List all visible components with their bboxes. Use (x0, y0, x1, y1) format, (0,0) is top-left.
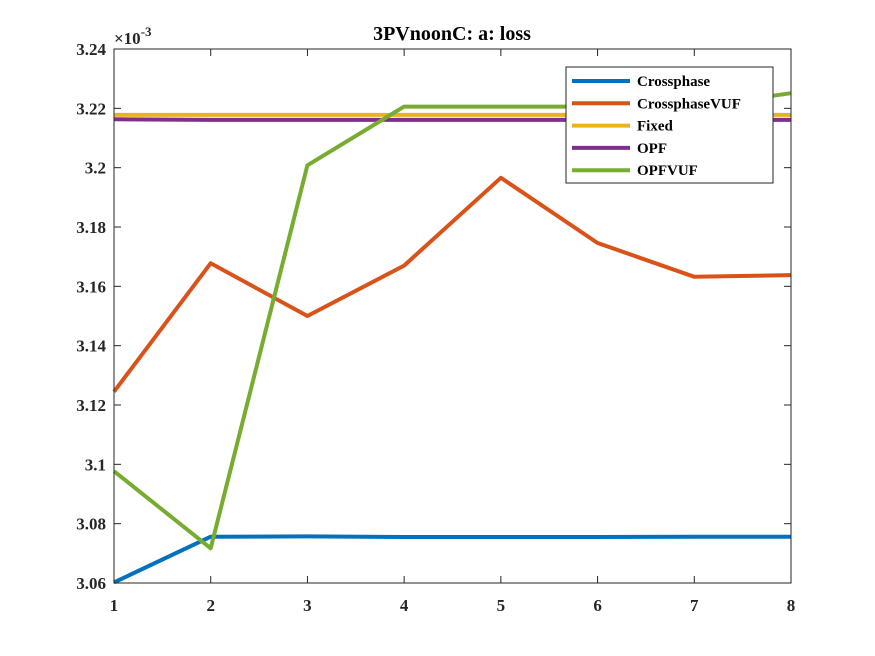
y-tick-label: 3.14 (76, 337, 106, 356)
legend: Crossphase CrossphaseVUF Fixed OPF OPFVUF (565, 66, 774, 184)
axes-box (113, 48, 792, 584)
y-tick-label: 3.1 (85, 455, 106, 474)
x-tick-label: 6 (593, 596, 602, 615)
y-tick-label: 3.06 (76, 574, 106, 593)
x-tick-label: 3 (303, 596, 312, 615)
y-tick-label: 3.12 (76, 396, 106, 415)
legend-label-opfvuf: OPFVUF (637, 163, 698, 179)
y-tick-label: 3.08 (76, 515, 106, 534)
y-tick-label: 3.22 (76, 99, 106, 118)
legend-label-opf: OPF (637, 141, 667, 157)
x-tick-label: 2 (206, 596, 215, 615)
x-tick-label: 1 (110, 596, 119, 615)
y-axis: 3.06 3.08 3.1 3.12 3.14 3.16 3.18 3.2 3.22 3.24 (76, 40, 791, 593)
legend-label-fixed: Fixed (637, 119, 673, 135)
y-tick-label: 3.18 (76, 218, 106, 237)
y-exponent-power: -3 (141, 24, 152, 39)
x-tick-label: 8 (787, 596, 796, 615)
legend-label-crossphase: Crossphase (637, 74, 710, 90)
series-line-crossphase (113, 534, 791, 585)
y-exponent-base: ×10 (114, 29, 141, 48)
legend-label-crossphasevuf: CrossphaseVUF (637, 96, 741, 112)
y-tick-label: 3.16 (76, 277, 106, 296)
y-axis-exponent: ×10-3 (114, 24, 152, 48)
x-tick-label: 7 (690, 596, 699, 615)
x-tick-label: 5 (497, 596, 506, 615)
chart-title: 3PVnoonC: a: loss (373, 23, 531, 45)
y-tick-label: 3.2 (85, 159, 106, 178)
y-tick-label: 3.24 (76, 40, 106, 59)
x-tick-label: 4 (400, 596, 409, 615)
series-line-crossphasevuf (112, 175, 792, 393)
x-axis: 1 2 3 4 5 6 7 8 (110, 49, 796, 615)
